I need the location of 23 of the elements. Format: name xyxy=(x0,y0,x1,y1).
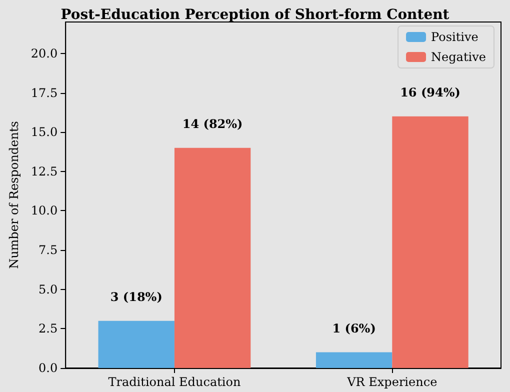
bar xyxy=(316,352,392,368)
y-tick-label: 7.5 xyxy=(38,243,58,258)
y-axis-title: Number of Respondents xyxy=(7,121,21,269)
y-tick-label: 0.0 xyxy=(38,361,58,375)
y-tick-label: 17.5 xyxy=(30,86,58,100)
chart-title: Post-Education Perception of Short-form Content xyxy=(60,7,450,23)
bar xyxy=(174,148,251,368)
y-tick-label: 2.5 xyxy=(38,322,58,336)
y-tick-label: 20.0 xyxy=(30,46,58,60)
bar xyxy=(392,116,468,368)
legend-label: Negative xyxy=(431,50,486,64)
data-label: 14 (82%) xyxy=(182,116,243,131)
x-tick-label: VR Experience xyxy=(346,375,438,389)
x-tick-label: Traditional Education xyxy=(108,375,241,389)
data-label: 1 (6%) xyxy=(332,321,376,336)
y-tick-label: 15.0 xyxy=(30,125,58,140)
y-tick-label: 12.5 xyxy=(30,164,58,178)
bar xyxy=(98,320,174,368)
data-label: 16 (94%) xyxy=(400,85,460,100)
data-label: 3 (18%) xyxy=(110,290,162,304)
y-tick-label: 5.0 xyxy=(38,282,58,296)
legend-label: Positive xyxy=(431,30,478,44)
y-tick-label: 10.0 xyxy=(30,204,58,218)
